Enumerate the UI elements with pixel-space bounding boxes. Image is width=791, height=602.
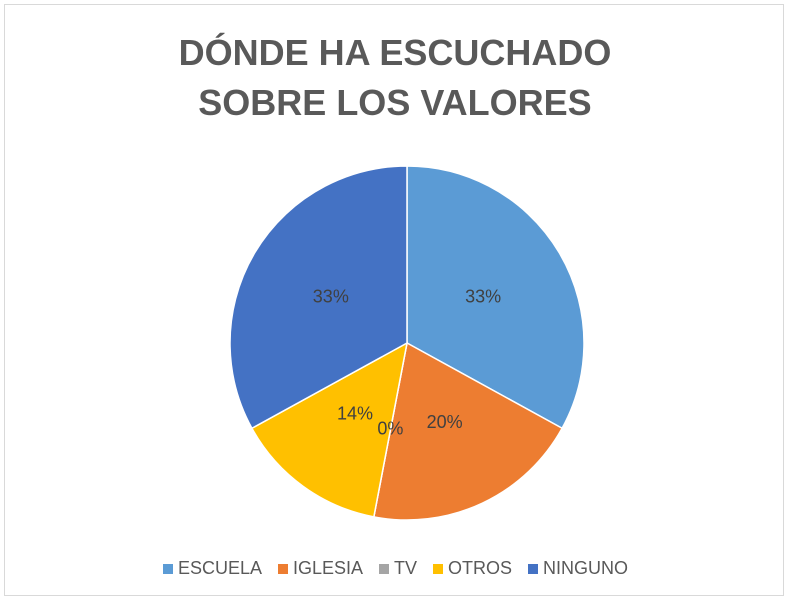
data-label: 0% — [377, 419, 403, 439]
pie-slice — [229, 165, 408, 430]
legend-item: TV — [379, 558, 417, 579]
pie-slice — [406, 165, 585, 430]
legend-item: ESCUELA — [162, 558, 262, 579]
legend-item: OTROS — [433, 558, 512, 579]
legend: ESCUELA IGLESIA TV OTROS NINGUNO — [0, 558, 791, 579]
legend-swatch — [277, 563, 288, 574]
chart-border — [4, 4, 784, 596]
legend-label: ESCUELA — [177, 558, 262, 578]
legend-label: OTROS — [448, 558, 513, 578]
legend-swatch — [528, 563, 539, 574]
data-label: 20% — [427, 412, 463, 432]
chart-title: DÓNDE HA ESCUCHADO SOBRE LOS VALORES — [178, 32, 612, 123]
legend-swatch — [379, 563, 390, 574]
legend-label: TV — [394, 558, 418, 578]
legend-label: NINGUNO — [543, 558, 629, 578]
legend-label: IGLESIA — [292, 558, 364, 578]
legend-item: NINGUNO — [528, 558, 628, 579]
legend-item: IGLESIA — [277, 558, 364, 579]
pie-slice — [250, 341, 409, 518]
data-label: 33% — [465, 287, 501, 307]
legend-swatch — [162, 563, 173, 574]
pie-slice — [372, 341, 564, 521]
legend-swatch — [433, 563, 444, 574]
data-label: 33% — [313, 287, 349, 307]
data-label: 14% — [337, 403, 373, 423]
